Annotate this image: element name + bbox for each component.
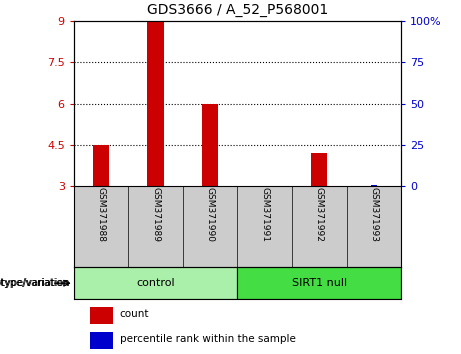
Title: GDS3666 / A_52_P568001: GDS3666 / A_52_P568001 xyxy=(147,4,328,17)
Text: GSM371990: GSM371990 xyxy=(206,188,215,242)
Bar xyxy=(237,267,401,299)
Text: SIRT1 null: SIRT1 null xyxy=(292,278,347,288)
Bar xyxy=(202,104,219,186)
Bar xyxy=(148,21,164,186)
Text: count: count xyxy=(119,309,149,320)
Text: genotype/variation: genotype/variation xyxy=(0,278,71,288)
Bar xyxy=(371,185,377,186)
Bar xyxy=(90,307,113,324)
Text: genotype/variation: genotype/variation xyxy=(0,278,69,288)
Bar xyxy=(93,145,109,186)
Text: GSM371988: GSM371988 xyxy=(96,188,106,242)
Text: GSM371993: GSM371993 xyxy=(369,188,378,242)
Text: control: control xyxy=(136,278,175,288)
Text: GSM371992: GSM371992 xyxy=(315,188,324,242)
Bar xyxy=(90,332,113,348)
Text: GSM371991: GSM371991 xyxy=(260,188,269,242)
Bar xyxy=(74,267,237,299)
Text: percentile rank within the sample: percentile rank within the sample xyxy=(119,334,296,344)
Text: GSM371989: GSM371989 xyxy=(151,188,160,242)
Bar xyxy=(311,153,327,186)
